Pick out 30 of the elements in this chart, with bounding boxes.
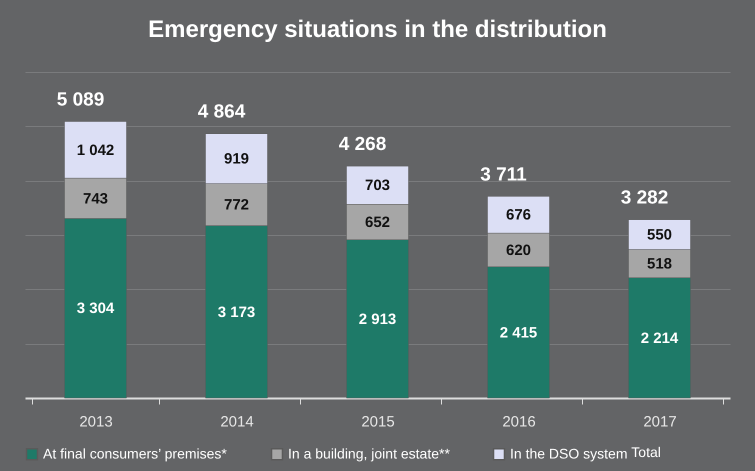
legend-label: In a building, joint estate** — [288, 445, 450, 462]
x-tick-label: 2015 — [361, 414, 395, 430]
data-label: 652 — [364, 214, 390, 232]
x-tick-label: 2016 — [502, 414, 536, 430]
data-label: 703 — [364, 177, 390, 194]
data-label: 2 214 — [640, 330, 679, 347]
data-label: 518 — [646, 256, 672, 273]
legend-label: In the DSO system — [510, 445, 628, 462]
data-label: 3 304 — [76, 300, 115, 318]
legend-label: At final consumers’ premises* — [43, 445, 228, 462]
total-label: 4 268 — [338, 134, 386, 156]
x-tick-label: 2017 — [643, 414, 677, 430]
data-label: 676 — [506, 206, 532, 224]
data-label: 1 042 — [76, 142, 114, 159]
data-label: 550 — [646, 226, 672, 244]
data-label: 2 415 — [500, 324, 538, 342]
x-tick-label: 2013 — [79, 414, 113, 430]
data-label: 919 — [224, 150, 250, 168]
x-tick-label: 2014 — [220, 414, 254, 430]
total-label: 3 711 — [480, 164, 528, 186]
data-label: 2 913 — [358, 310, 396, 328]
data-label: 772 — [224, 196, 250, 214]
total-label: 5 089 — [56, 90, 104, 110]
data-label: 3 173 — [218, 304, 256, 321]
total-label: 3 282 — [620, 188, 668, 209]
chart-title: Emergency situations in the distribution — [148, 16, 607, 43]
total-label: 4 864 — [198, 102, 246, 123]
text: Total — [631, 444, 661, 460]
data-label: 743 — [82, 190, 108, 208]
data-label: 620 — [506, 242, 532, 259]
